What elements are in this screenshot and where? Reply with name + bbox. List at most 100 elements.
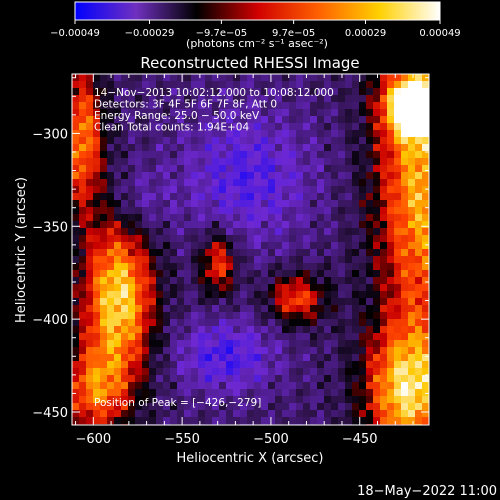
heatmap-cell bbox=[233, 305, 241, 313]
heatmap-cell bbox=[72, 137, 80, 145]
heatmap-cell bbox=[93, 116, 101, 124]
heatmap-cell bbox=[380, 165, 388, 173]
heatmap-cell bbox=[380, 263, 388, 271]
heatmap-cell bbox=[93, 410, 101, 418]
heatmap-cell bbox=[142, 179, 150, 187]
heatmap-cell bbox=[240, 95, 248, 103]
heatmap-cell bbox=[317, 256, 325, 264]
heatmap-cell bbox=[422, 389, 429, 397]
heatmap-cell bbox=[331, 270, 339, 278]
heatmap-cell bbox=[275, 410, 283, 418]
heatmap-cell bbox=[317, 410, 325, 418]
heatmap-cell bbox=[240, 396, 248, 404]
heatmap-cell bbox=[198, 284, 206, 292]
heatmap-cell bbox=[261, 256, 269, 264]
heatmap-cell bbox=[261, 158, 269, 166]
heatmap-cell bbox=[93, 396, 101, 404]
heatmap-cell bbox=[408, 340, 416, 348]
heatmap-cell bbox=[338, 242, 346, 250]
heatmap-cell bbox=[352, 361, 360, 369]
heatmap-cell bbox=[114, 410, 122, 418]
heatmap-cell bbox=[387, 326, 395, 334]
heatmap-cell bbox=[268, 151, 276, 159]
heatmap-cell bbox=[156, 137, 164, 145]
heatmap-cell bbox=[345, 249, 353, 257]
heatmap-cell bbox=[177, 214, 185, 222]
heatmap-cell bbox=[408, 123, 416, 131]
x-axis-label: Heliocentric X (arcsec) bbox=[177, 451, 324, 466]
heatmap-cell bbox=[422, 270, 429, 278]
heatmap-cell bbox=[373, 361, 381, 369]
heatmap-cell bbox=[254, 81, 262, 89]
heatmap-cell bbox=[261, 347, 269, 355]
heatmap-cell bbox=[380, 312, 388, 320]
heatmap-cell bbox=[394, 305, 402, 313]
heatmap-cell bbox=[100, 333, 108, 341]
heatmap-cell bbox=[331, 298, 339, 306]
heatmap-cell bbox=[415, 333, 423, 341]
heatmap-cell bbox=[247, 179, 255, 187]
heatmap-cell bbox=[184, 326, 192, 334]
heatmap-cell bbox=[240, 326, 248, 334]
heatmap-cell bbox=[359, 382, 367, 390]
heatmap-cell bbox=[289, 340, 297, 348]
heatmap-cell bbox=[422, 403, 429, 411]
heatmap-cell bbox=[247, 116, 255, 124]
heatmap-cell bbox=[422, 382, 429, 390]
heatmap-cell bbox=[352, 151, 360, 159]
heatmap-cell bbox=[114, 417, 122, 425]
heatmap-cell bbox=[79, 382, 87, 390]
heatmap-cell bbox=[128, 368, 136, 376]
heatmap-cell bbox=[289, 235, 297, 243]
heatmap-cell bbox=[247, 382, 255, 390]
heatmap-cell bbox=[338, 312, 346, 320]
heatmap-cell bbox=[254, 347, 262, 355]
heatmap-cell bbox=[415, 284, 423, 292]
heatmap-cell bbox=[212, 319, 220, 327]
heatmap-cell bbox=[100, 144, 108, 152]
heatmap-cell bbox=[79, 277, 87, 285]
heatmap-cell bbox=[100, 221, 108, 229]
heatmap-cell bbox=[247, 263, 255, 271]
heatmap-cell bbox=[261, 382, 269, 390]
heatmap-cell bbox=[303, 172, 311, 180]
heatmap-cell bbox=[149, 81, 157, 89]
heatmap-cell bbox=[408, 95, 416, 103]
heatmap-cell bbox=[394, 396, 402, 404]
heatmap-cell bbox=[135, 242, 143, 250]
heatmap-cell bbox=[324, 116, 332, 124]
heatmap-cell bbox=[107, 340, 115, 348]
heatmap-cell bbox=[142, 326, 150, 334]
heatmap-cell bbox=[240, 123, 248, 131]
heatmap-cell bbox=[401, 312, 409, 320]
heatmap-cell bbox=[219, 333, 227, 341]
heatmap-cell bbox=[254, 214, 262, 222]
heatmap-cell bbox=[170, 263, 178, 271]
heatmap-cell bbox=[107, 291, 115, 299]
heatmap-cell bbox=[184, 116, 192, 124]
heatmap-cell bbox=[352, 179, 360, 187]
heatmap-cell bbox=[394, 417, 402, 425]
heatmap-cell bbox=[184, 256, 192, 264]
heatmap-cell bbox=[254, 186, 262, 194]
heatmap-cell bbox=[240, 221, 248, 229]
heatmap-cell bbox=[135, 270, 143, 278]
heatmap-cell bbox=[324, 396, 332, 404]
heatmap-cell bbox=[289, 354, 297, 362]
heatmap-cell bbox=[387, 172, 395, 180]
heatmap-cell bbox=[86, 417, 94, 425]
heatmap-cell bbox=[226, 389, 234, 397]
heatmap-cell bbox=[345, 326, 353, 334]
heatmap-cell bbox=[205, 305, 213, 313]
heatmap-cell bbox=[72, 396, 80, 404]
heatmap-cell bbox=[247, 214, 255, 222]
heatmap-cell bbox=[275, 389, 283, 397]
heatmap-cell bbox=[254, 284, 262, 292]
heatmap-cell bbox=[310, 228, 318, 236]
heatmap-cell bbox=[331, 417, 339, 425]
heatmap-cell bbox=[219, 312, 227, 320]
heatmap-cell bbox=[86, 172, 94, 180]
heatmap-cell bbox=[345, 305, 353, 313]
heatmap-cell bbox=[380, 123, 388, 131]
heatmap-cell bbox=[303, 326, 311, 334]
